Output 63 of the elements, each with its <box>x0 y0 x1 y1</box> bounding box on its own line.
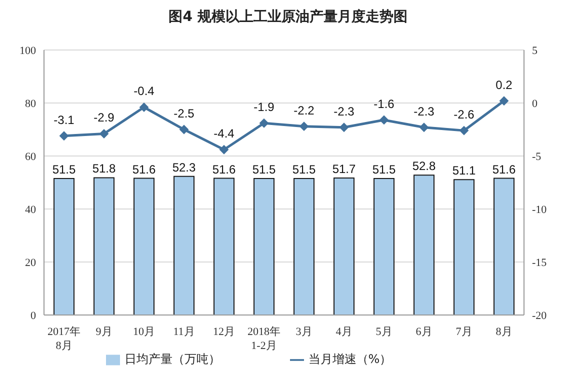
point <box>60 131 68 140</box>
data-label: 0.2 <box>496 78 513 92</box>
point <box>420 122 428 132</box>
data-label: 51.8 <box>92 162 116 176</box>
data-label: 51.6 <box>132 162 156 176</box>
x-tick-label: 9月 <box>96 326 112 338</box>
data-label: -2.6 <box>454 108 475 122</box>
data-label: -2.3 <box>334 104 355 118</box>
data-label: -1.6 <box>374 96 395 111</box>
chart-title: 图4 规模以上工业原油产量月度走势图 <box>168 8 408 27</box>
y-tick-label: 0 <box>30 310 36 322</box>
data-label: -2.9 <box>94 110 115 125</box>
point <box>460 126 468 136</box>
data-label: 51.5 <box>52 162 76 177</box>
data-label: 51.1 <box>452 164 476 178</box>
point <box>300 122 308 131</box>
data-label: -2.5 <box>174 106 195 120</box>
point <box>260 118 268 128</box>
point <box>180 125 188 134</box>
y-tick-label: 80 <box>25 98 36 110</box>
legend-label: 当月增速（%） <box>308 352 392 366</box>
data-label: 51.6 <box>212 162 236 176</box>
y2-tick-label: -5 <box>532 150 542 163</box>
x-tick-label: 3月 <box>296 326 312 338</box>
x-tick-label: 12月 <box>213 326 235 338</box>
data-label: -3.1 <box>54 112 75 127</box>
point <box>500 96 508 106</box>
point <box>380 115 388 124</box>
x-tick-label: 5月 <box>376 326 392 338</box>
y2-tick-label: -15 <box>532 256 548 269</box>
x-tick-label: 8月 <box>496 326 512 338</box>
point <box>140 102 148 112</box>
data-label: 51.5 <box>372 162 396 177</box>
point <box>220 145 228 154</box>
y-tick-label: 60 <box>25 150 36 163</box>
data-label: 51.7 <box>332 162 356 176</box>
data-label: -2.3 <box>414 104 435 118</box>
data-label: 52.8 <box>412 159 436 174</box>
x-tick-label: 10月 <box>133 326 155 338</box>
x-tick-label: 6月 <box>416 326 432 338</box>
y2-tick-label: -10 <box>532 204 548 216</box>
data-label: -1.9 <box>254 100 275 114</box>
y2-tick-label: -20 <box>532 310 548 322</box>
data-label: 51.6 <box>492 162 516 176</box>
point <box>340 122 348 132</box>
data-label: -0.4 <box>134 84 155 98</box>
y-tick-label: 100 <box>20 44 36 57</box>
x-tick-label: 11月 <box>173 326 195 338</box>
y-tick-label: 40 <box>25 204 36 216</box>
data-label: -2.2 <box>294 103 315 118</box>
point <box>100 129 108 138</box>
data-label: 51.5 <box>252 162 276 177</box>
legend-label: 日均产量（万吨） <box>124 352 220 366</box>
y-tick-label: 20 <box>25 256 36 269</box>
y2-tick-label: 5 <box>532 44 538 57</box>
x-tick-label: 4月 <box>336 326 352 338</box>
x-tick-label: 2017年8月 <box>48 326 80 352</box>
y2-tick-label: 0 <box>532 98 538 110</box>
x-tick-label: 7月 <box>456 326 472 338</box>
x-tick-label: 2018年1-2月 <box>248 326 280 352</box>
data-label: -4.4 <box>214 126 235 141</box>
data-label: 52.3 <box>172 160 196 174</box>
data-label: 51.5 <box>292 162 316 177</box>
